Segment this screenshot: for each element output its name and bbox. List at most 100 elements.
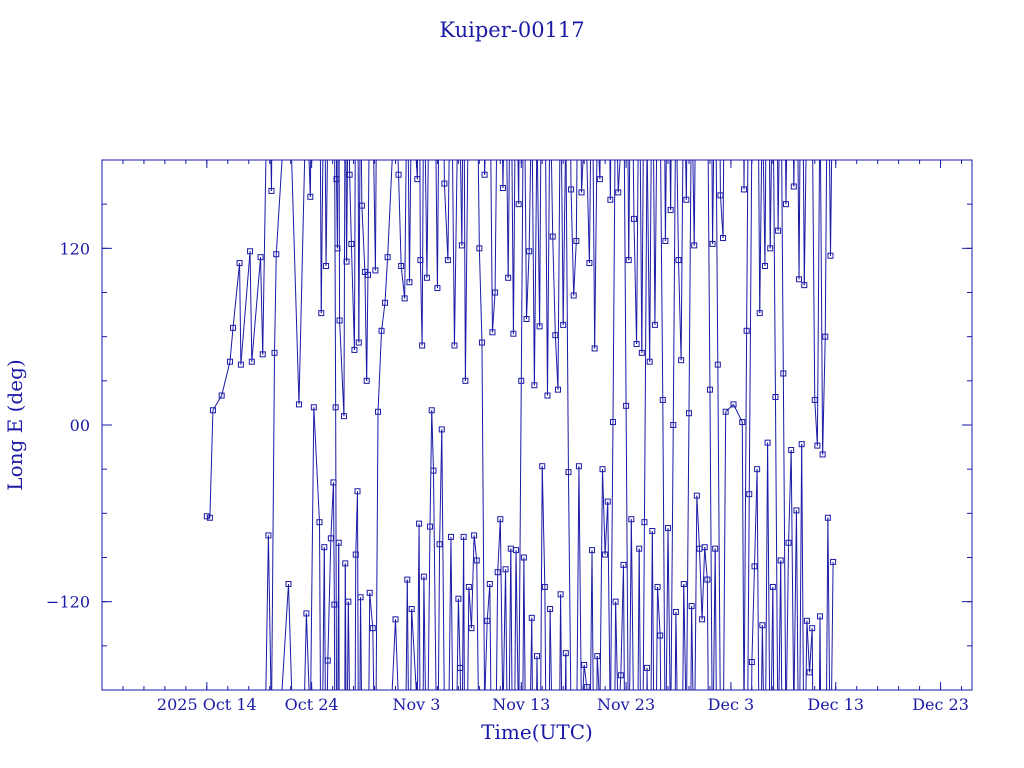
data-point bbox=[492, 289, 499, 296]
trace-segment bbox=[617, 160, 621, 193]
data-point bbox=[814, 442, 821, 449]
trace-segment bbox=[325, 160, 328, 267]
trace-segment bbox=[334, 160, 337, 408]
data-point bbox=[589, 547, 596, 554]
trace-segment bbox=[820, 160, 824, 455]
trace-segment bbox=[400, 265, 406, 299]
data-point bbox=[534, 653, 540, 660]
trace-segment bbox=[541, 466, 546, 587]
data-point bbox=[321, 544, 328, 551]
trace-segment bbox=[298, 160, 306, 405]
data-point bbox=[602, 551, 609, 558]
data-point bbox=[345, 598, 352, 605]
data-point bbox=[583, 684, 590, 690]
data-point bbox=[285, 581, 292, 587]
data-point bbox=[751, 563, 758, 570]
data-point bbox=[531, 382, 538, 389]
data-point bbox=[688, 603, 695, 610]
trace-segment bbox=[623, 160, 627, 406]
trace-segment bbox=[772, 586, 775, 690]
trace-segment bbox=[524, 160, 528, 320]
trace-segment bbox=[803, 160, 807, 286]
trace-segment bbox=[809, 628, 813, 673]
trace-segment bbox=[453, 160, 458, 346]
trace-segment bbox=[265, 535, 269, 690]
data-point bbox=[780, 370, 787, 377]
trace-segment bbox=[544, 586, 547, 690]
data-point bbox=[675, 257, 682, 264]
trace-segment bbox=[366, 274, 369, 381]
data-point bbox=[743, 327, 750, 334]
trace-segment bbox=[232, 263, 241, 328]
trace-segment bbox=[586, 160, 590, 264]
data-point bbox=[497, 516, 504, 523]
trace-segment bbox=[539, 160, 542, 327]
data-point bbox=[554, 386, 561, 393]
trace-segment bbox=[514, 550, 517, 690]
trace-segment bbox=[349, 174, 352, 244]
data-point bbox=[712, 545, 719, 552]
trace-segment bbox=[344, 563, 347, 690]
trace-segment bbox=[550, 160, 554, 237]
trace-segment bbox=[741, 422, 745, 690]
data-point bbox=[568, 186, 575, 193]
trace-segment bbox=[557, 160, 561, 390]
data-point bbox=[438, 426, 445, 433]
data-point bbox=[649, 528, 656, 534]
data-point bbox=[505, 274, 512, 281]
data-point bbox=[406, 279, 413, 286]
data-point bbox=[746, 491, 753, 498]
trace-segment bbox=[790, 450, 795, 690]
data-point bbox=[615, 189, 622, 196]
data-point bbox=[392, 616, 399, 623]
trace-segment bbox=[642, 522, 645, 690]
trace-segment bbox=[751, 566, 755, 663]
trace-segment bbox=[484, 620, 488, 690]
data-point bbox=[510, 330, 517, 337]
trace-segment bbox=[507, 160, 510, 278]
data-point bbox=[460, 533, 467, 540]
trace-segment bbox=[636, 160, 639, 345]
data-point bbox=[636, 545, 643, 552]
trace-segment bbox=[819, 616, 822, 690]
trace-segment bbox=[686, 413, 690, 690]
data-point bbox=[476, 245, 483, 252]
data-point bbox=[782, 201, 789, 208]
trace-segment bbox=[360, 597, 362, 690]
data-point bbox=[398, 263, 405, 269]
trace-segment bbox=[773, 160, 776, 398]
trace-segment bbox=[688, 160, 692, 414]
data-point bbox=[612, 598, 619, 605]
trace-segment bbox=[406, 579, 409, 690]
trace-segment bbox=[291, 160, 300, 405]
data-point bbox=[578, 189, 585, 196]
trace-segment bbox=[822, 336, 826, 455]
trace-segment bbox=[759, 160, 763, 314]
trace-segment bbox=[361, 205, 366, 272]
data-point bbox=[775, 227, 782, 234]
data-point bbox=[667, 207, 674, 214]
trace-segment bbox=[489, 583, 492, 690]
data-point bbox=[596, 176, 603, 183]
data-point bbox=[478, 339, 485, 346]
trace-segment bbox=[643, 160, 648, 523]
data-point bbox=[447, 533, 454, 540]
trace-segment bbox=[754, 469, 758, 567]
trace-segment bbox=[570, 189, 575, 296]
data-point bbox=[801, 282, 808, 289]
trace-segment bbox=[490, 160, 493, 333]
trace-segment bbox=[249, 251, 253, 362]
data-point bbox=[471, 532, 478, 539]
trace-segment bbox=[562, 160, 566, 325]
trace-segment bbox=[494, 160, 497, 293]
data-point bbox=[609, 419, 616, 426]
trace-segment bbox=[398, 174, 402, 267]
trace-segment bbox=[565, 160, 569, 473]
data-point bbox=[378, 327, 385, 334]
trace-segment bbox=[343, 160, 346, 417]
data-point bbox=[822, 333, 829, 340]
data-point bbox=[430, 467, 437, 474]
data-point bbox=[330, 479, 337, 486]
x-tick-label: Oct 24 bbox=[285, 695, 339, 714]
trace-segment bbox=[305, 613, 310, 690]
